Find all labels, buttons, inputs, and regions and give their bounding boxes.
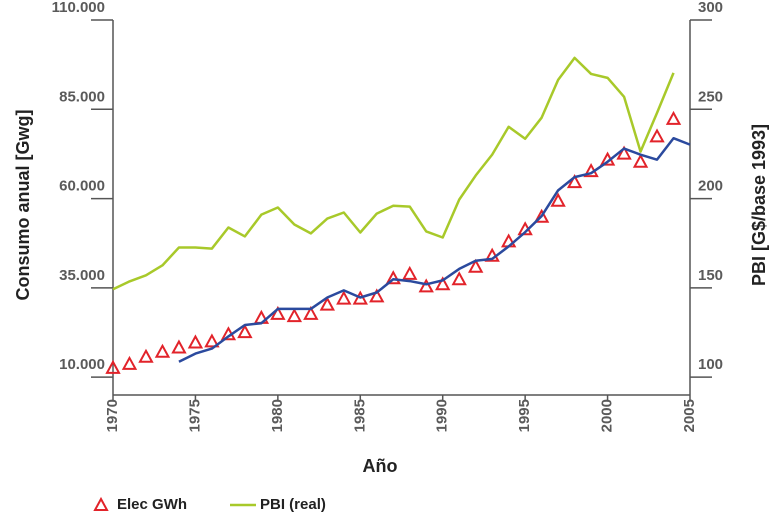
legend-label: PBI (real) <box>260 496 326 513</box>
y-axis-title: Consumo anual [Gwg] <box>13 110 33 301</box>
data-point <box>550 192 566 207</box>
data-point <box>187 334 204 349</box>
data-point <box>533 208 550 223</box>
legend-label: Elec GWh <box>117 496 187 513</box>
data-point <box>303 305 319 320</box>
y-tick-label: 110.000 <box>52 0 105 16</box>
data-point <box>451 271 467 286</box>
data-point <box>138 348 154 363</box>
y-tick-label: 60.000 <box>59 178 105 195</box>
data-point <box>237 324 253 339</box>
y-tick-label: 10.000 <box>59 356 105 373</box>
legend-marker <box>93 496 109 511</box>
data-point <box>154 343 171 358</box>
x-tick-label: 1970 <box>104 399 121 432</box>
data-point <box>121 355 138 370</box>
y2-axis-title: PBI [G$/base 1993] <box>749 124 769 286</box>
x-axis-title: Año <box>363 456 398 476</box>
data-point <box>204 333 220 348</box>
data-point <box>616 145 632 160</box>
y-tick-label: 85.000 <box>59 88 105 105</box>
x-tick-label: 1975 <box>186 399 203 432</box>
x-tick-label: 1980 <box>269 399 286 432</box>
data-point <box>319 296 335 311</box>
y2-tick-label: 250 <box>698 88 723 105</box>
data-point <box>385 270 401 285</box>
data-point <box>468 258 484 273</box>
x-tick-label: 1995 <box>516 399 533 432</box>
y2-tick-label: 300 <box>698 0 723 16</box>
data-point <box>171 339 187 354</box>
data-point <box>270 305 286 320</box>
data-point <box>649 128 665 143</box>
x-tick-label: 2000 <box>599 399 616 432</box>
data-point <box>369 288 385 303</box>
x-tick-label: 1990 <box>434 399 451 432</box>
data-point <box>435 276 451 291</box>
data-point <box>665 110 682 125</box>
data-point <box>352 290 368 305</box>
series-line <box>178 136 691 363</box>
data-point <box>286 307 303 323</box>
data-point <box>105 359 121 374</box>
data-point <box>336 290 352 305</box>
data-point <box>632 153 649 168</box>
data-point <box>566 174 583 189</box>
data-point <box>402 265 418 280</box>
x-tick-label: 2005 <box>681 399 698 432</box>
y-tick-label: 35.000 <box>59 267 105 284</box>
x-tick-label: 1985 <box>351 399 368 432</box>
y2-tick-label: 100 <box>698 356 723 373</box>
series-line <box>112 56 675 291</box>
y2-tick-label: 200 <box>698 178 723 195</box>
data-point <box>418 278 434 293</box>
y2-tick-label: 150 <box>698 267 723 284</box>
